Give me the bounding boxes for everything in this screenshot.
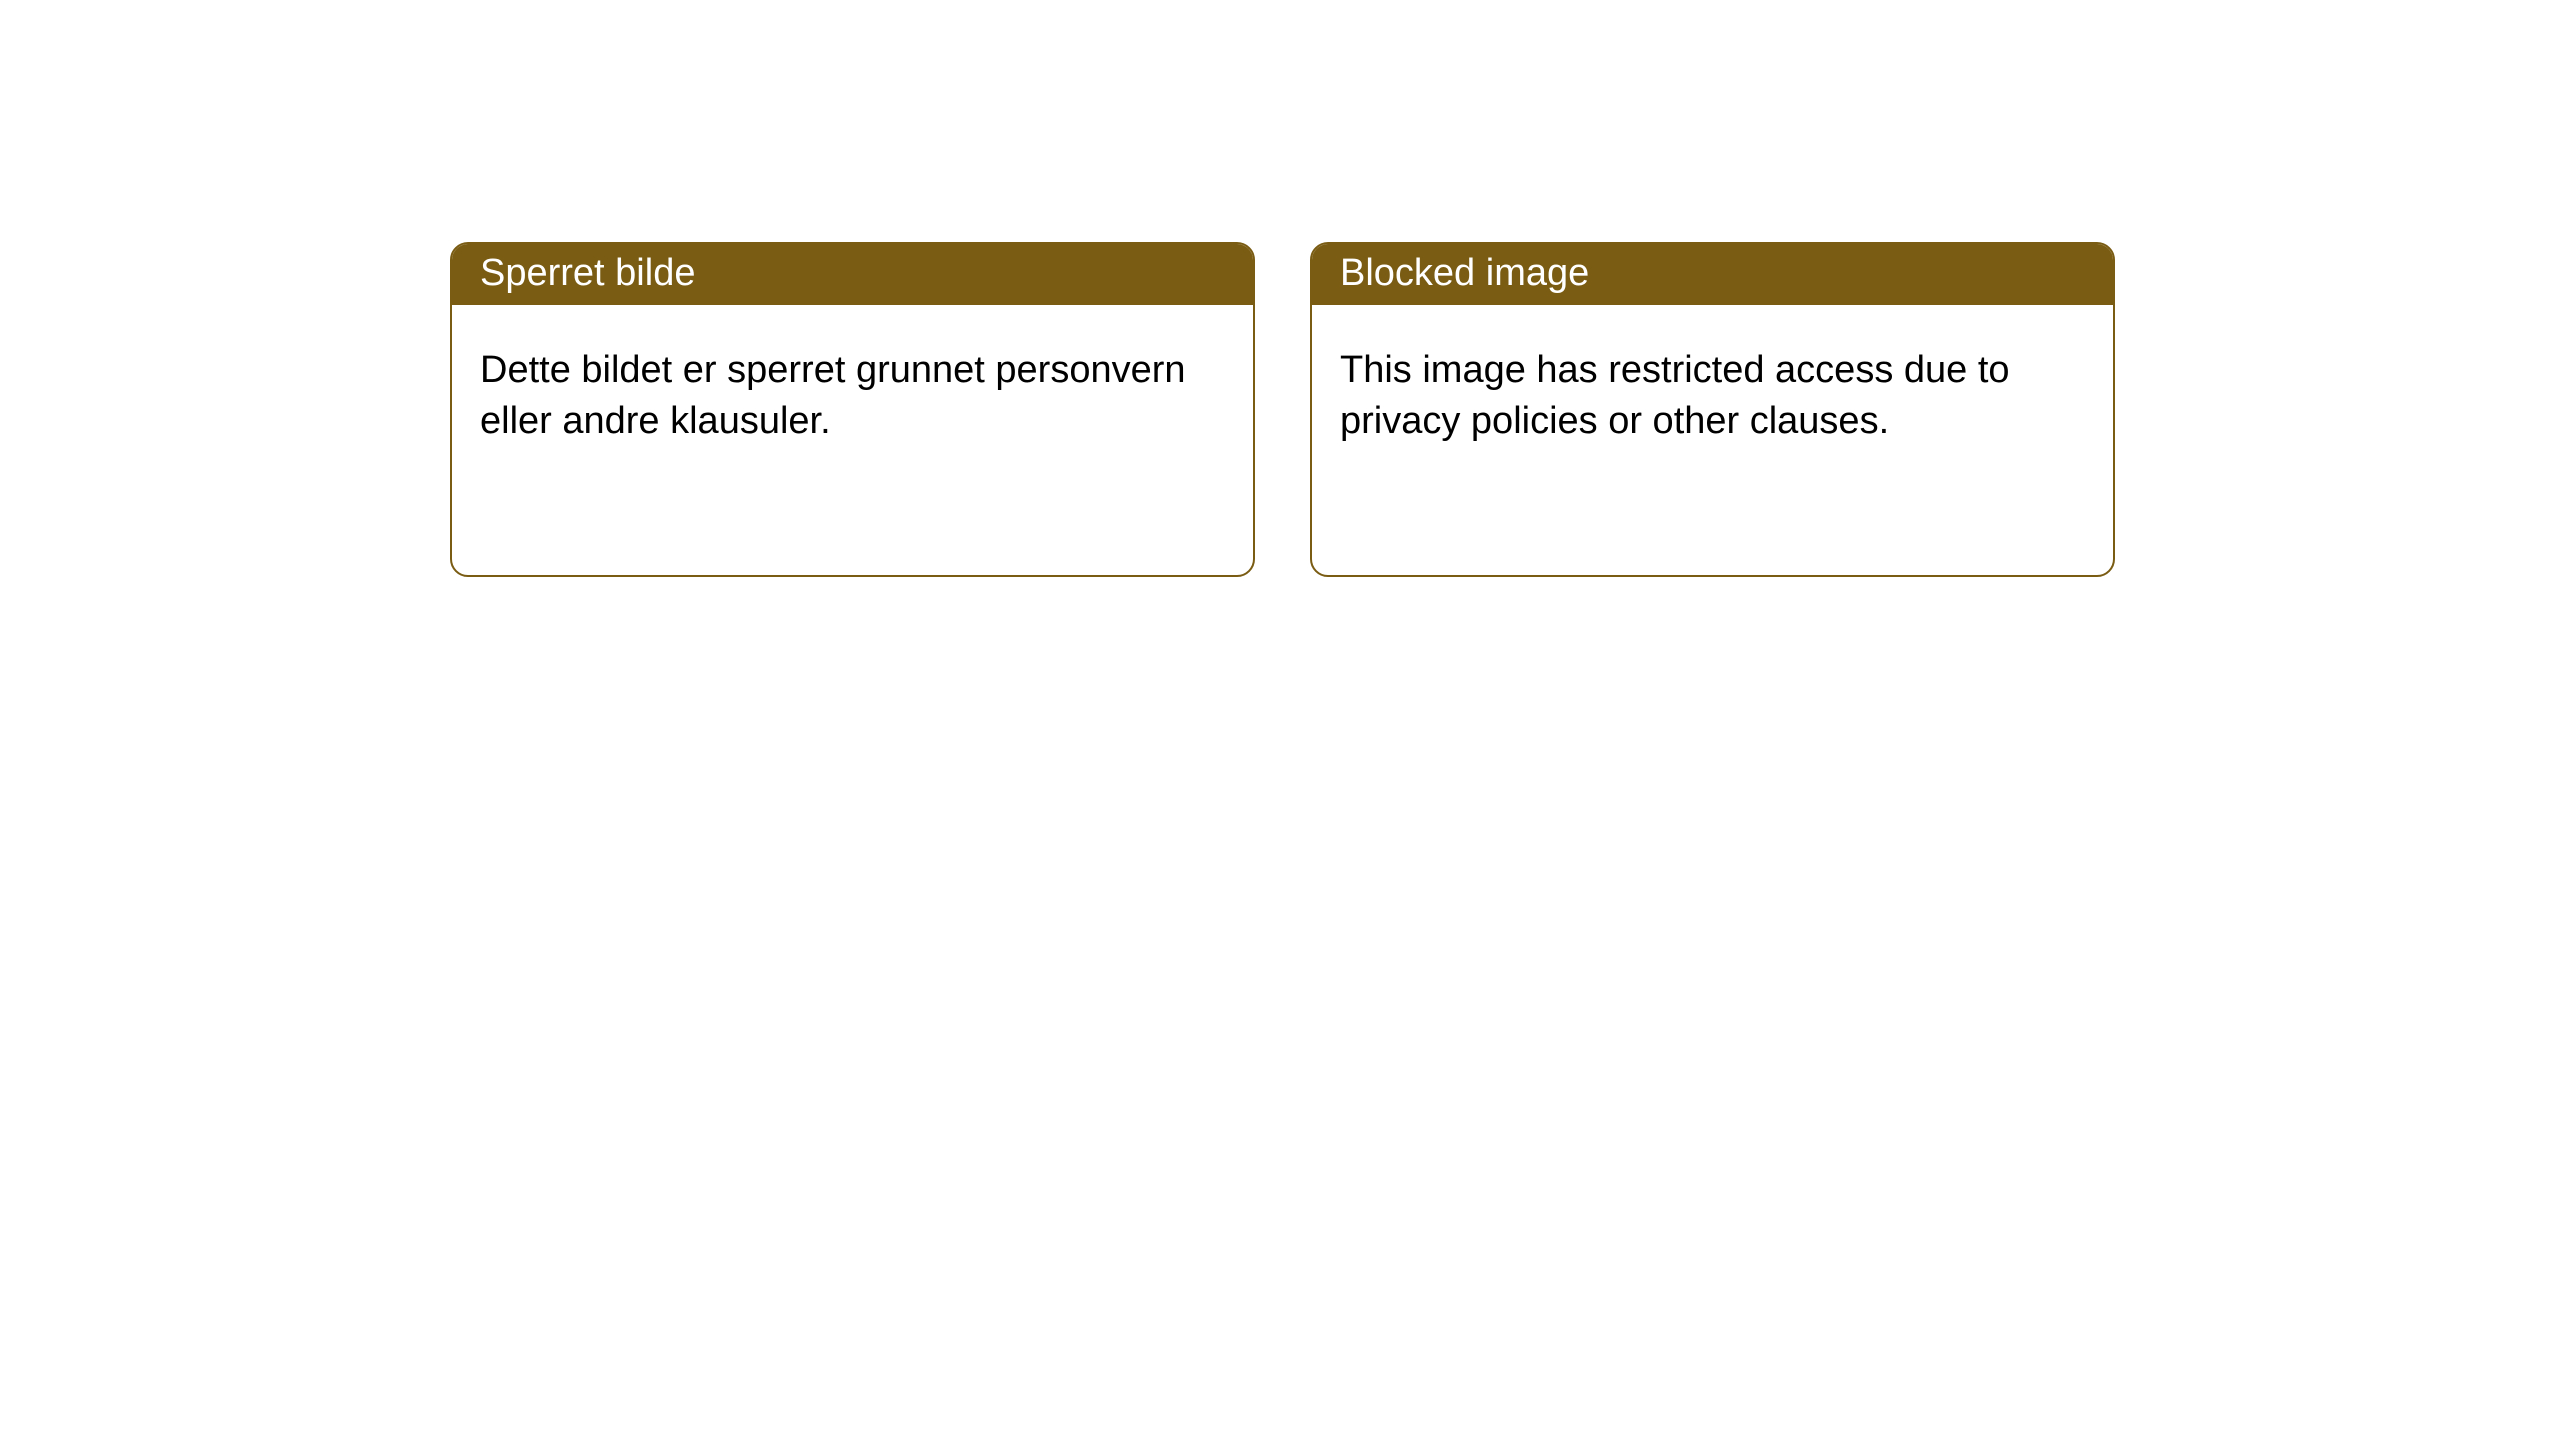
notice-container: Sperret bilde Dette bildet er sperret gr…: [0, 0, 2560, 577]
blocked-image-card-norwegian: Sperret bilde Dette bildet er sperret gr…: [450, 242, 1255, 577]
blocked-image-card-english: Blocked image This image has restricted …: [1310, 242, 2115, 577]
card-body: This image has restricted access due to …: [1312, 305, 2113, 488]
card-header: Blocked image: [1312, 244, 2113, 305]
card-header: Sperret bilde: [452, 244, 1253, 305]
card-body: Dette bildet er sperret grunnet personve…: [452, 305, 1253, 488]
